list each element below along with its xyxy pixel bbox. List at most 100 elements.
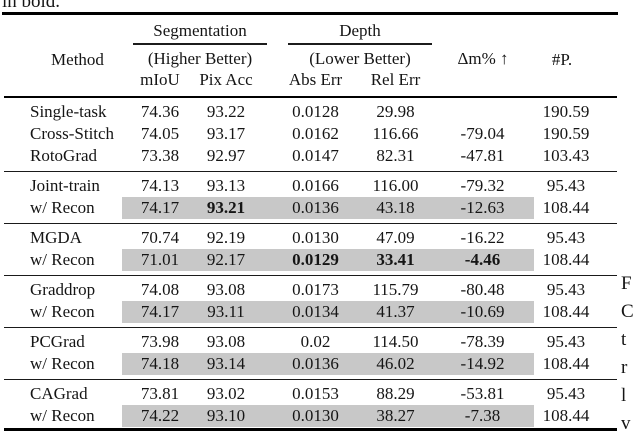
cell-dm: -53.81 [460,384,505,403]
cell-pixacc: 92.19 [206,228,246,247]
table-row: w/ Recon 74.17 93.21 0.0136 43.18 -12.63 108.4… [4,197,617,219]
header-pix-acc: Pix Acc [199,70,253,89]
table-section: Joint-train 74.13 93.13 0.0166 116.00 -79.32 9… [4,172,617,224]
cell-dm: -10.69 [460,302,505,321]
cell-params: 108.44 [542,198,590,217]
cell-method: RotoGrad [30,146,98,165]
table-row: Graddrop 74.08 93.08 0.0173 115.79 -80.48 95.4… [4,279,617,301]
cell-pixacc: 93.17 [206,124,246,143]
segmentation-subtitle: (Higher Better) [147,49,253,68]
cell-miou: 74.08 [140,280,180,299]
cell-abserr: 0.0136 [292,198,339,217]
row-highlight [122,197,534,219]
header-bottom-rule [4,96,617,98]
cell-abserr: 0.0130 [292,228,339,247]
table-section: Graddrop 74.08 93.08 0.0173 115.79 -80.48 95.4… [4,276,617,328]
cell-method: MGDA [30,228,82,247]
cell-params: 108.44 [542,354,590,373]
cell-relerr: 29.98 [376,102,415,121]
clipped-letter: r [621,357,628,378]
table-section: Single-task 74.36 93.22 0.0128 29.98 190.59 Cr… [4,98,617,172]
table-row: Joint-train 74.13 93.13 0.0166 116.00 -79.32 9… [4,175,617,197]
cell-abserr: 0.0153 [292,384,339,403]
cell-params: 95.43 [546,332,586,351]
cell-method: Single-task [30,102,107,121]
cell-method: w/ Recon [30,302,95,321]
cell-method: w/ Recon [30,354,95,373]
cell-pixacc: 93.21 [206,198,246,217]
caption-fragment: in bold. [2,0,61,12]
cell-dm: -80.48 [460,280,505,299]
cell-params: 95.43 [546,384,586,403]
cell-dm: -47.81 [460,146,505,165]
depth-group-rule [288,43,432,45]
cell-abserr: 0.0173 [292,280,339,299]
cell-abserr: 0.02 [300,332,331,351]
cell-method: Cross-Stitch [30,124,115,143]
cell-relerr: 82.31 [376,146,415,165]
cell-method: Joint-train [30,176,100,195]
row-highlight [122,301,534,323]
cell-relerr: 88.29 [376,384,415,403]
cell-pixacc: 92.17 [206,250,246,269]
cell-dm: -12.63 [460,198,505,217]
cell-relerr: 115.79 [372,280,419,299]
cell-miou: 73.98 [140,332,180,351]
cell-params: 190.59 [542,124,590,143]
cell-pixacc: 93.08 [206,280,246,299]
table-row: MGDA 70.74 92.19 0.0130 47.09 -16.22 95.43 [4,227,617,249]
cell-miou: 73.81 [140,384,180,403]
cell-dm: -16.22 [460,228,505,247]
cell-pixacc: 93.10 [206,406,246,425]
column-group-depth: Depth [339,21,381,40]
cell-miou: 71.01 [140,250,180,269]
header-method: Method [51,50,104,69]
cell-abserr: 0.0130 [292,406,339,425]
header-miou: mIoU [140,70,180,89]
cell-abserr: 0.0147 [292,146,339,165]
table-top-rule [2,12,618,15]
cell-miou: 74.17 [140,302,180,321]
cell-dm: -79.04 [460,124,505,143]
clipped-letter: F [621,273,632,294]
cell-relerr: 33.41 [376,250,415,269]
cell-pixacc: 93.11 [207,302,245,321]
cell-params: 190.59 [542,102,590,121]
table-row: w/ Recon 74.17 93.11 0.0134 41.37 -10.69 108.4… [4,301,617,323]
header-params: #P. [551,50,573,69]
cell-relerr: 46.02 [376,354,415,373]
cell-dm: -79.32 [460,176,505,195]
cell-pixacc: 93.02 [206,384,246,403]
cell-method: Graddrop [30,280,96,299]
cell-params: 95.43 [546,228,586,247]
cell-dm: -78.39 [460,332,505,351]
cell-dm: -7.38 [464,406,501,425]
depth-subtitle: (Lower Better) [309,49,411,68]
cell-pixacc: 93.14 [206,354,246,373]
header-abs-err: Abs Err [288,70,343,89]
cell-miou: 74.05 [140,124,180,143]
row-highlight [122,249,534,271]
table-bottom-rule [4,428,617,431]
cell-relerr: 41.37 [376,302,415,321]
column-group-segmentation: Segmentation [153,21,247,40]
clipped-letter: v [621,413,631,434]
table-row: PCGrad 73.98 93.08 0.02 114.50 -78.39 95.43 [4,331,617,353]
cell-miou: 74.18 [140,354,180,373]
cell-params: 108.44 [542,406,590,425]
cell-miou: 73.38 [140,146,180,165]
cell-relerr: 116.66 [372,124,419,143]
cell-relerr: 114.50 [372,332,419,351]
table-row: w/ Recon 74.18 93.14 0.0136 46.02 -14.92 108.4… [4,353,617,375]
cell-relerr: 116.00 [372,176,419,195]
cell-miou: 74.13 [140,176,180,195]
results-table-body: Single-task 74.36 93.22 0.0128 29.98 190.59 Cr… [4,98,617,431]
cell-miou: 74.36 [140,102,180,121]
row-highlight [122,405,534,427]
table-row: w/ Recon 74.22 93.10 0.0130 38.27 -7.38 108.44 [4,405,617,427]
table-row: Single-task 74.36 93.22 0.0128 29.98 190.59 [4,101,617,123]
cell-pixacc: 93.08 [206,332,246,351]
cell-params: 108.44 [542,302,590,321]
